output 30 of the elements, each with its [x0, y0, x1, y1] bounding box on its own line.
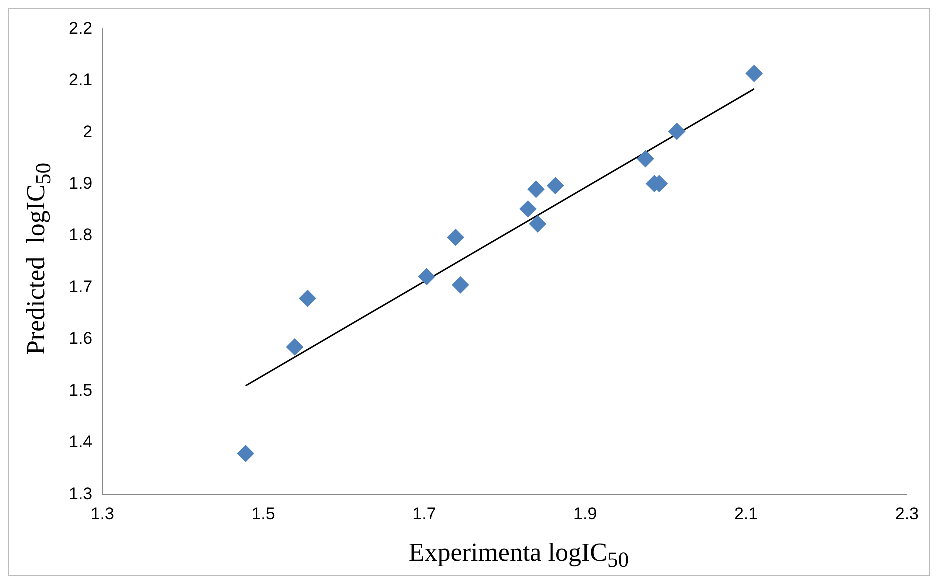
y-tick-label: 2.2	[68, 18, 93, 38]
y-tick-label: 1.7	[68, 277, 93, 296]
point	[286, 338, 304, 356]
x-tick-label: 1.9	[574, 504, 598, 524]
x-tick-label: 2.3	[895, 504, 920, 524]
point	[418, 268, 436, 286]
x-tick-label: 1.7	[412, 504, 436, 524]
x-tick-label: 2.1	[734, 504, 758, 524]
x-tick-label: 1.3	[90, 504, 114, 524]
x-axis-title: Experimenta logIC$_{50}$	[408, 538, 630, 573]
point	[447, 229, 464, 246]
point	[299, 290, 316, 308]
point	[452, 276, 470, 294]
point	[668, 123, 686, 140]
point	[637, 150, 654, 168]
point	[520, 200, 537, 218]
y-tick-label: 1.6	[68, 329, 93, 348]
y-tick-label: 1.4	[68, 432, 93, 452]
point	[547, 177, 564, 194]
y-tick-label: 1.5	[68, 380, 93, 400]
point	[529, 216, 546, 233]
y-tick-label: 1.8	[68, 226, 93, 245]
point	[746, 65, 763, 82]
point	[237, 445, 254, 462]
point	[528, 181, 545, 198]
y-tick-label: 2	[83, 122, 93, 142]
y-tick-label: 1.9	[68, 174, 93, 194]
y-tick-label: 1.3	[68, 484, 93, 504]
x-tick-label: 1.5	[252, 504, 276, 524]
y-tick-label: 2.1	[68, 70, 93, 90]
